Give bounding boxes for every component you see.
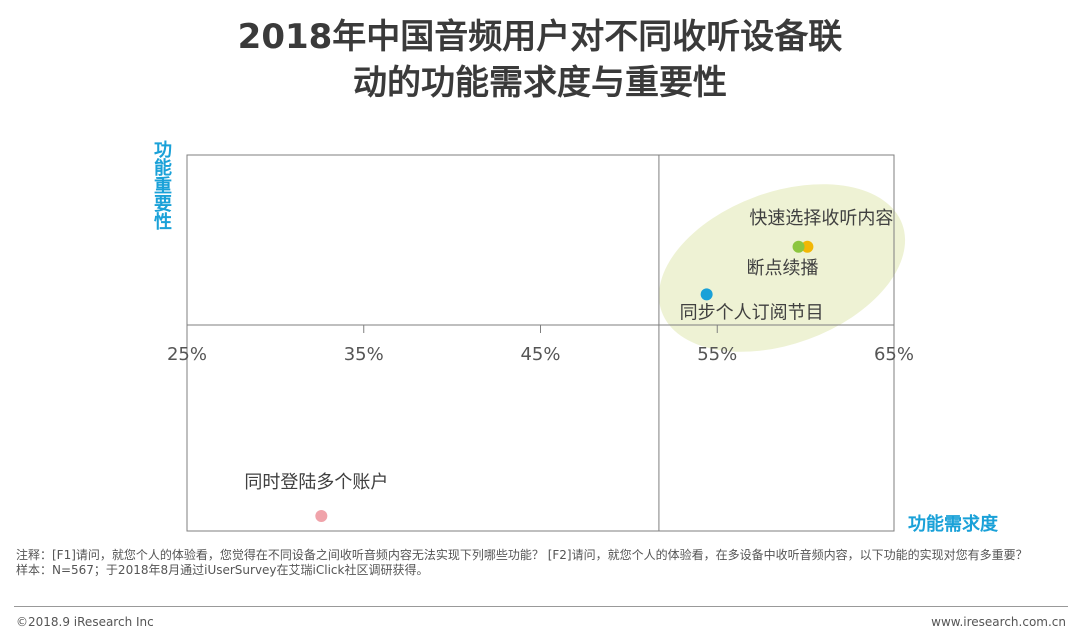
plot-frame (186, 154, 895, 532)
note-question: 注释：[F1]请问，就您个人的体验看，您觉得在不同设备之间收听音频内容无法实现下… (16, 548, 1028, 562)
y-axis-label: 功能重要性 (151, 140, 172, 230)
x-tick-label: 35% (344, 344, 384, 365)
data-point (700, 288, 713, 301)
copyright: ©2018.9 iResearch Inc (16, 615, 154, 629)
x-axis-label: 功能需求度 (908, 514, 998, 535)
footer-divider (14, 606, 1068, 607)
x-tick-label: 65% (874, 344, 914, 365)
data-label: 同步个人订阅节目 (680, 302, 824, 323)
highlight-ellipse (658, 184, 906, 352)
data-point (792, 240, 805, 253)
x-tick-label: 45% (520, 344, 560, 365)
notes: 注释：[F1]请问，就您个人的体验看，您觉得在不同设备之间收听音频内容无法实现下… (16, 548, 1066, 578)
x-tick-label: 55% (697, 344, 737, 365)
x-tick-label: 25% (167, 344, 207, 365)
data-point (801, 240, 814, 253)
data-label: 同时登陆多个账户 (244, 472, 388, 493)
note-sample: 样本：N=567；于2018年8月通过iUserSurvey在艾瑞iClick社… (16, 563, 429, 577)
x-ticks: 25% 35% 45% 55% 65% (167, 325, 914, 365)
data-point (315, 510, 328, 522)
data-label: 快速选择收听内容 (749, 208, 893, 229)
data-label: 断点续播 (747, 258, 819, 279)
chart-title: 2018年中国音频用户对不同收听设备联 动的功能需求度与重要性 (237, 17, 843, 103)
website: www.iresearch.com.cn (931, 615, 1066, 629)
